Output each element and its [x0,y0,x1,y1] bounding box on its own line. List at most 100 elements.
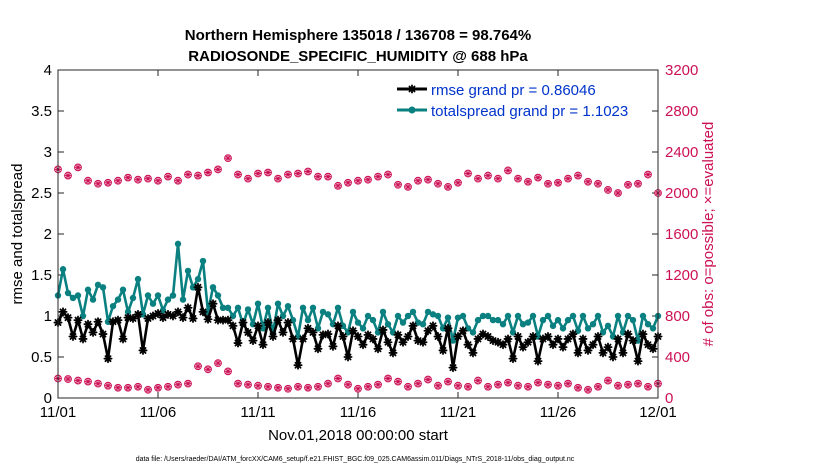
spread-point [544,312,552,320]
spread-point [634,337,642,344]
obs-evaluated-point [634,379,642,388]
x-tick-label: 11/06 [140,404,176,421]
spread-point [579,312,587,320]
spread-point [254,300,262,307]
spread-point [284,302,292,310]
rmse-point [328,341,338,351]
spread-point [429,311,437,318]
spread-point [604,322,612,330]
obs-evaluated-series [54,359,662,394]
spread-point [474,316,482,324]
spread-point [369,316,377,324]
right-tick-label: 1600 [665,226,698,243]
obs-possible-point [224,154,232,163]
obs-evaluated-point [474,376,482,385]
rmse-point [498,340,508,350]
spread-point [499,321,507,328]
obs-evaluated-point [124,383,132,392]
spread-point [539,316,547,324]
y-tick-label: 2.5 [31,185,52,202]
rmse-point [543,331,553,342]
spread-point [364,312,372,320]
legend-rmse-star [407,84,417,94]
spread-point [454,314,462,321]
obs-possible-point [604,186,612,194]
obs-evaluated-point [484,382,492,391]
obs-possible-point [154,176,162,185]
obs-possible-point [644,170,652,179]
obs-possible-point [64,171,72,180]
obs-evaluated-point [494,380,502,389]
rmse-point [558,342,568,352]
rmse-point [58,307,68,317]
spread-point [89,296,97,303]
right-tick-label: 0 [665,390,673,407]
rmse-point [228,321,238,331]
spread-point [394,312,402,320]
rmse-point [398,337,408,347]
obs-possible-point [74,163,82,172]
rmse-point [73,315,83,325]
obs-possible-point [494,174,502,183]
obs-evaluated-point [294,382,302,391]
obs-evaluated-point [284,384,292,393]
obs-possible-point [134,175,142,184]
obs-possible-point [504,166,512,175]
x-tick-label: 12/01 [639,404,677,421]
spread-point [514,312,522,320]
obs-evaluated-point [594,382,602,391]
rmse-point [373,344,383,354]
rmse-point [533,356,543,366]
obs-possible-point [194,171,202,180]
rmse-point [293,360,303,370]
obs-possible-point [514,174,522,183]
rmse-point [453,331,463,342]
rmse-point [173,307,183,317]
obs-possible-point [614,189,622,197]
spread-point [479,312,487,320]
obs-possible-point [404,182,412,191]
obs-evaluated-point [564,379,572,388]
spread-point [359,325,367,332]
right-tick-label: 800 [665,308,690,325]
spread-point [174,240,182,248]
obs-possible-point [124,173,132,182]
spread-point [404,312,412,320]
spread-point [504,312,512,320]
spread-point [569,312,577,320]
obs-evaluated-point [504,378,512,387]
spread-point [189,284,197,291]
obs-possible-point [374,172,382,181]
rmse-point [528,331,538,342]
obs-possible-point [394,180,402,189]
rmse-point [408,321,418,331]
x-tick-label: 11/16 [340,404,376,421]
rmse-point [273,315,283,325]
obs-evaluated-point [514,381,522,390]
obs-evaluated-point [244,380,252,389]
rmse-point [168,311,178,321]
rmse-point [128,313,138,323]
rmse-point [268,331,278,342]
obs-evaluated-point [234,379,242,388]
rmse-point [88,327,98,337]
obs-evaluated-point [194,362,202,371]
spread-point [219,304,227,311]
rmse-point [483,331,493,342]
spread-point [324,311,332,318]
rmse-point [308,327,318,337]
obs-evaluated-point [624,380,632,389]
spread-point [74,292,82,299]
rmse-point [598,348,608,358]
obs-possible-point [354,176,362,185]
obs-evaluated-point [84,377,92,386]
obs-evaluated-point [144,385,152,394]
rmse-point [133,309,143,319]
y-tick-label: 3.5 [31,103,52,120]
rmse-point [368,334,378,344]
rmse-point [423,326,433,336]
spread-point [459,312,467,320]
rmse-point [613,334,623,344]
rmse-point [588,340,598,350]
spread-point [179,296,187,303]
